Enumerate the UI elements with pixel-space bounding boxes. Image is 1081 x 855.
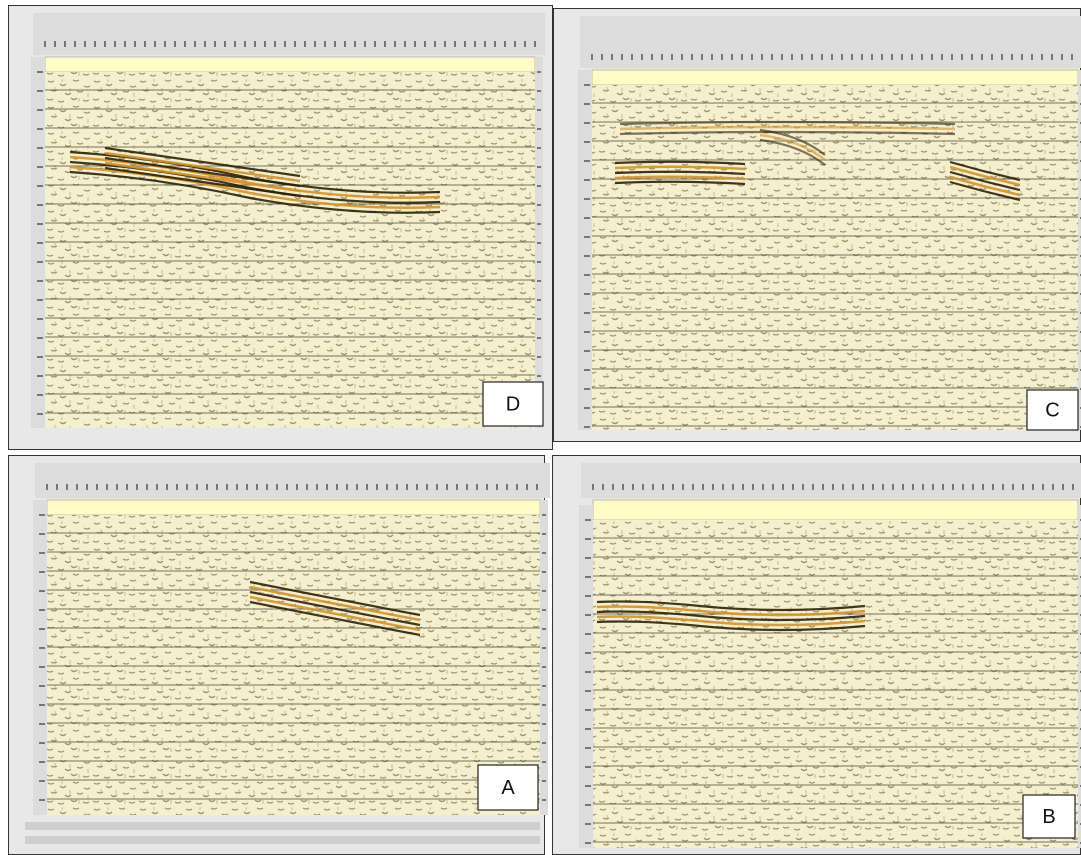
ruler <box>33 13 545 55</box>
seismic-panel: B <box>552 455 1081 855</box>
reflector <box>949 175 1021 197</box>
seismic-panel: D <box>8 5 553 450</box>
reflector <box>759 138 826 166</box>
left-scale <box>578 70 592 430</box>
panel-label: B <box>1042 806 1055 828</box>
reflector <box>596 615 866 627</box>
reflector <box>619 130 956 136</box>
right-scale <box>540 500 548 815</box>
reflector <box>614 180 746 186</box>
header-strip <box>44 56 536 73</box>
reflector <box>104 151 301 183</box>
left-scale <box>579 505 593 848</box>
reflector <box>614 160 746 166</box>
bottom-bar <box>25 822 540 830</box>
seismic-panel: C <box>553 8 1081 442</box>
reflector <box>596 600 866 612</box>
reflector <box>759 133 826 161</box>
panel-label: C <box>1045 399 1059 421</box>
panel-label: A <box>501 777 515 799</box>
seismic-area <box>47 515 540 815</box>
reflector <box>949 165 1021 187</box>
reflector <box>249 590 421 627</box>
reflector <box>949 160 1021 182</box>
header-strip <box>592 499 1079 521</box>
ruler <box>581 463 1081 498</box>
reflector <box>949 180 1021 202</box>
label-box <box>477 764 539 811</box>
reflector <box>104 146 301 178</box>
reflector <box>614 170 746 176</box>
left-scale <box>33 500 47 815</box>
reflector <box>104 156 301 188</box>
seismic-area <box>45 72 535 428</box>
reflector <box>249 580 421 617</box>
label-box <box>1022 794 1076 839</box>
reflector <box>596 610 866 622</box>
reflector <box>619 120 956 126</box>
reflector <box>249 595 421 632</box>
reflector <box>249 600 421 637</box>
header-strip <box>591 69 1079 86</box>
header-strip <box>46 499 541 516</box>
seismic-area <box>593 520 1078 848</box>
reflector <box>249 585 421 622</box>
seismic-panel: A <box>8 455 550 855</box>
reflector <box>69 170 441 214</box>
reflector <box>104 166 301 198</box>
label-box <box>1026 389 1079 431</box>
reflector <box>619 125 956 131</box>
reflector <box>614 165 746 171</box>
reflector <box>614 175 746 181</box>
panel-label: D <box>506 393 520 415</box>
ruler <box>35 463 550 498</box>
right-scale <box>1078 505 1081 848</box>
seismic-area <box>592 85 1078 430</box>
ruler <box>580 16 1081 68</box>
reflector <box>596 620 866 632</box>
reflector <box>596 605 866 617</box>
bottom-bar <box>25 836 540 844</box>
reflector <box>949 170 1021 192</box>
label-box <box>482 381 544 427</box>
right-scale <box>1078 70 1081 430</box>
reflector <box>104 161 301 193</box>
